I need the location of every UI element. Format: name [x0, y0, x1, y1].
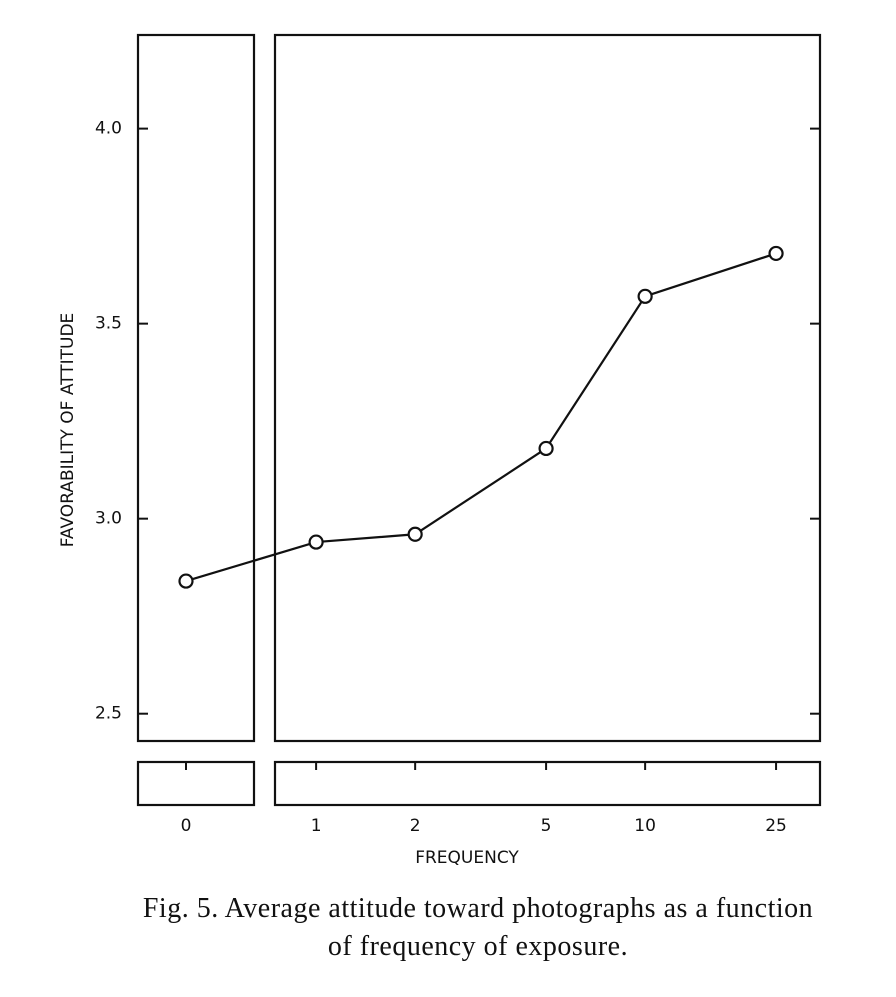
- x-tick-label: 1: [311, 816, 322, 836]
- x-tick-label: 2: [410, 816, 421, 836]
- plot-panel: [273, 33, 822, 743]
- x-tick-label: 10: [634, 816, 656, 836]
- point: [407, 526, 423, 542]
- line: [185, 252, 777, 583]
- chart: FREQUENCY FAVORABILITY OF ATTITUDE 2.5 3.…: [58, 33, 822, 868]
- x-tick-label: 0: [181, 816, 192, 836]
- x-tick-label: 25: [765, 816, 787, 836]
- y-tick-label: 2.5: [95, 704, 122, 724]
- point: [768, 245, 784, 262]
- x-tick-label: 5: [541, 816, 552, 836]
- caption-box: Fig. 5. Average attitude toward photogra…: [98, 890, 858, 966]
- y-tick-label: 4.0: [95, 119, 122, 139]
- point: [637, 288, 653, 304]
- x-axis-strip: [273, 760, 822, 807]
- x-axis-label: FREQUENCY: [415, 848, 519, 868]
- y-axis-label: FAVORABILITY OF ATTITUDE: [58, 313, 78, 548]
- point: [178, 573, 194, 589]
- y-tick-label: 3.5: [95, 314, 122, 334]
- y-tick-label: 3.0: [95, 509, 122, 529]
- point: [308, 534, 324, 550]
- break-axis-strip: [136, 760, 256, 807]
- point: [538, 440, 554, 457]
- caption: Fig. 5. Average attitude toward photogra…: [142, 893, 814, 962]
- break-panel: [136, 33, 256, 743]
